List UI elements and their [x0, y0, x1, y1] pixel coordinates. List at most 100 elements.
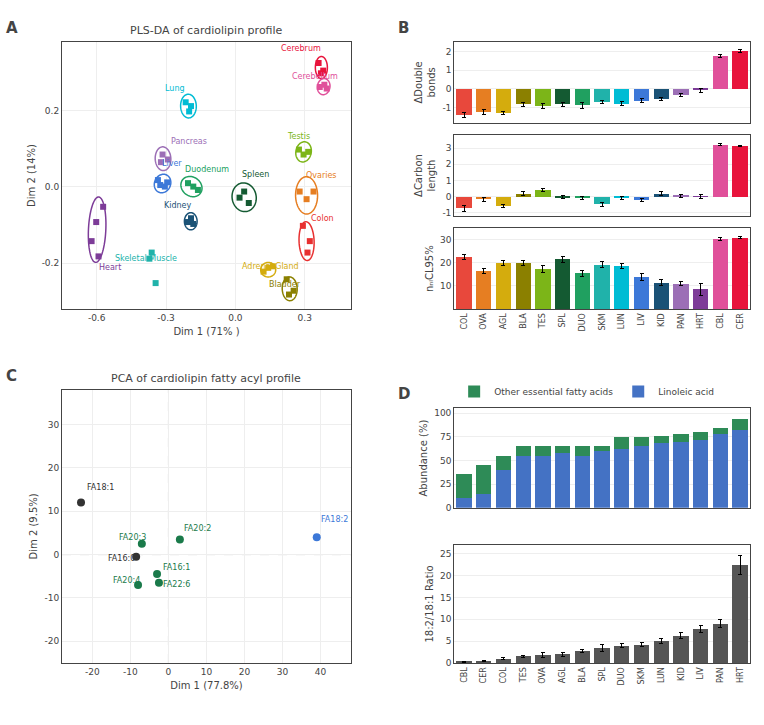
svg-text:OVA: OVA [479, 313, 488, 330]
svg-text:Linoleic acid: Linoleic acid [658, 387, 714, 397]
svg-text:PAN: PAN [677, 313, 686, 329]
svg-text:SPL: SPL [598, 667, 607, 682]
svg-text:D: D [398, 385, 410, 403]
svg-text:30: 30 [440, 235, 452, 245]
svg-text:SKM: SKM [598, 313, 607, 330]
svg-text:FA20:3: FA20:3 [119, 533, 146, 542]
svg-text:Lung: Lung [165, 84, 185, 93]
svg-text:-10: -10 [44, 593, 59, 603]
svg-text:CER: CER [479, 667, 488, 684]
svg-text:PCA of cardiolipin fatty acyl: PCA of cardiolipin fatty acyl profile [111, 372, 301, 385]
svg-text:FA20:2: FA20:2 [184, 524, 211, 533]
svg-text:Liver: Liver [162, 159, 182, 168]
svg-text:Duodenum: Duodenum [185, 165, 229, 174]
svg-text:FA22:6: FA22:6 [163, 580, 190, 589]
svg-text:TES: TES [539, 313, 548, 329]
svg-text:COL: COL [460, 313, 469, 330]
svg-text:2: 2 [446, 47, 452, 57]
svg-text:40: 40 [315, 667, 327, 677]
svg-text:B: B [398, 19, 409, 37]
svg-text:Adrenal Gland: Adrenal Gland [242, 262, 299, 271]
svg-text:10: 10 [201, 667, 213, 677]
svg-text:20: 20 [440, 571, 452, 581]
svg-text:-0.2: -0.2 [42, 258, 60, 268]
svg-text:0: 0 [166, 667, 172, 677]
svg-text:0: 0 [446, 658, 452, 668]
svg-text:18:2/18:1 Ratio: 18:2/18:1 Ratio [424, 565, 435, 642]
svg-text:75: 75 [440, 432, 451, 442]
svg-text:-1: -1 [442, 208, 451, 218]
svg-text:25: 25 [440, 549, 451, 559]
svg-text:-0.6: -0.6 [88, 313, 106, 323]
svg-text:FA16:1: FA16:1 [163, 563, 190, 572]
svg-text:5: 5 [446, 636, 452, 646]
svg-text:PLS-DA of cardiolipin profile: PLS-DA of cardiolipin profile [130, 24, 283, 37]
svg-text:0: 0 [446, 503, 452, 513]
svg-text:Bladder: Bladder [269, 280, 301, 289]
svg-text:DUO: DUO [578, 313, 587, 331]
svg-text:2: 2 [446, 159, 452, 169]
svg-text:20: 20 [48, 463, 60, 473]
svg-text:50: 50 [440, 456, 452, 466]
svg-text:30: 30 [277, 667, 289, 677]
svg-text:OVA: OVA [539, 667, 548, 684]
svg-text:25: 25 [440, 479, 451, 489]
svg-text:Skeletal Muscle: Skeletal Muscle [115, 254, 177, 263]
svg-text:0.0: 0.0 [228, 313, 243, 323]
svg-text:-1: -1 [442, 103, 451, 113]
svg-text:FA18:1: FA18:1 [87, 483, 114, 492]
svg-text:Abundance (%): Abundance (%) [418, 420, 429, 497]
svg-text:SPL: SPL [558, 313, 567, 328]
svg-text:PAN: PAN [716, 667, 725, 683]
svg-text:Dim 1 (77.8%): Dim 1 (77.8%) [170, 680, 243, 691]
svg-text:0: 0 [53, 550, 59, 560]
svg-text:-0.3: -0.3 [157, 313, 175, 323]
svg-text:1: 1 [446, 65, 452, 75]
svg-text:Cerebellum: Cerebellum [292, 72, 338, 81]
svg-text:10: 10 [48, 506, 60, 516]
svg-text:1: 1 [446, 176, 452, 186]
svg-text:10: 10 [440, 281, 452, 291]
svg-text:CER: CER [736, 313, 745, 330]
svg-text:0: 0 [446, 192, 452, 202]
svg-text:30: 30 [48, 420, 60, 430]
svg-text:FA16:0: FA16:0 [108, 554, 135, 563]
svg-text:Kidney: Kidney [164, 201, 192, 210]
svg-text:CBL: CBL [460, 667, 469, 683]
svg-text:Cerebrum: Cerebrum [281, 44, 321, 53]
svg-text:Pancreas: Pancreas [171, 137, 207, 146]
svg-text:LIV: LIV [696, 667, 705, 680]
svg-text:0: 0 [446, 84, 452, 94]
svg-text:0.3: 0.3 [298, 313, 312, 323]
svg-text:-20: -20 [44, 636, 59, 646]
svg-text:Spleen: Spleen [242, 170, 269, 179]
svg-text:DUO: DUO [617, 667, 626, 685]
svg-text:Ovaries: Ovaries [306, 171, 337, 180]
svg-text:FA18:2: FA18:2 [321, 515, 348, 524]
svg-text:CBL: CBL [716, 313, 725, 329]
svg-text:SKM: SKM [637, 667, 646, 684]
svg-text:3: 3 [446, 143, 452, 153]
svg-text:Dim 2 (14%): Dim 2 (14%) [26, 144, 37, 207]
svg-text:nₙₗCL95%: nₙₗCL95% [424, 245, 435, 292]
svg-text:Testis: Testis [287, 132, 310, 141]
svg-text:20: 20 [239, 667, 251, 677]
svg-text:20: 20 [440, 258, 452, 268]
svg-text:Heart: Heart [99, 263, 121, 272]
svg-text:Dim 1 (71% ): Dim 1 (71% ) [173, 326, 239, 337]
svg-text:Other essential fatty acids: Other essential fatty acids [494, 387, 613, 397]
svg-text:LUN: LUN [617, 313, 626, 329]
svg-text:100: 100 [434, 408, 451, 418]
svg-text:AGL: AGL [558, 667, 567, 684]
svg-text:COL: COL [499, 667, 508, 684]
svg-text:LUN: LUN [657, 667, 666, 683]
svg-text:ΔDoublebonds: ΔDoublebonds [413, 61, 437, 103]
svg-text:HRT: HRT [696, 313, 705, 329]
svg-text:HRT: HRT [736, 667, 745, 683]
svg-text:LIV: LIV [637, 313, 646, 326]
svg-text:BLA: BLA [519, 313, 528, 329]
svg-text:TES: TES [519, 667, 528, 683]
svg-text:0.0: 0.0 [45, 182, 60, 192]
svg-text:KID: KID [677, 667, 686, 681]
svg-text:10: 10 [440, 614, 452, 624]
